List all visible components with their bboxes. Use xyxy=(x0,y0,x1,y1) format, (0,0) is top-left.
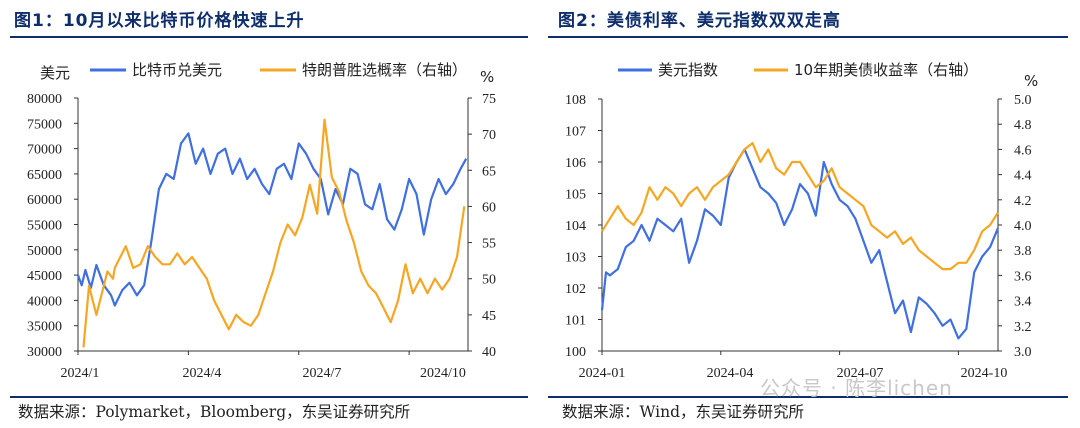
right-tick-label: 60 xyxy=(482,200,496,215)
left-tick-label: 45000 xyxy=(27,269,62,284)
figure-1: 图1：10月以来比特币价格快速上升 30000 35000 40000 45000 50… xyxy=(10,11,528,421)
right-tick-label: 3.8 xyxy=(1014,244,1032,259)
right-tick-label: 40 xyxy=(482,345,496,360)
figure-2: 图2：美债利率、美元指数双双走高 100 101 102 103 104 105 106 10… xyxy=(540,0,1080,428)
figure-1-source: 数据来源：Polymarket，Bloomberg，东吴证券研究所 xyxy=(18,403,411,421)
series-line-0 xyxy=(76,132,468,307)
left-tick-label: 40000 xyxy=(27,294,62,309)
right-tick-label: 3.0 xyxy=(1014,345,1032,360)
left-tick-label: 60000 xyxy=(27,193,62,208)
left-tick-label: 106 xyxy=(565,156,586,171)
series-line-1 xyxy=(601,141,999,271)
x-tick-label: 2024-10 xyxy=(961,366,1008,381)
right-tick-label: 4.8 xyxy=(1014,118,1032,133)
right-tick-label: 4.4 xyxy=(1014,169,1032,184)
legend-label-1: 10年期美债收益率（右轴） xyxy=(794,61,978,79)
right-tick-label: 65 xyxy=(482,164,496,179)
left-tick-label: 104 xyxy=(565,219,586,234)
right-tick-label: 75 xyxy=(482,92,496,107)
left-tick-label: 102 xyxy=(565,282,586,297)
left-tick-label: 105 xyxy=(565,188,586,203)
figure-1-top-rule xyxy=(10,36,528,38)
figure-2-source: 数据来源：Wind，东吴证券研究所 xyxy=(562,403,805,421)
right-tick-label: 3.6 xyxy=(1014,269,1032,284)
right-tick-label: 3.4 xyxy=(1014,295,1032,310)
right-tick-label: 4.6 xyxy=(1014,143,1032,158)
legend-label-0: 比特币兑美元 xyxy=(132,61,222,79)
series-line-0 xyxy=(600,148,1000,340)
right-tick-label: 4.2 xyxy=(1014,194,1032,209)
series-line-1 xyxy=(82,118,466,348)
left-tick-label: 107 xyxy=(565,125,586,140)
figure-1-title: 图1：10月以来比特币价格快速上升 xyxy=(14,11,305,31)
x-tick-label: 2024/4 xyxy=(183,366,222,381)
x-tick-label: 2024-04 xyxy=(707,366,754,381)
x-tick-label: 2024-07 xyxy=(837,366,884,381)
left-tick-label: 65000 xyxy=(27,168,62,183)
right-tick-label: 3.2 xyxy=(1014,320,1032,335)
left-tick-label: 108 xyxy=(565,93,586,108)
left-tick-label: 55000 xyxy=(27,219,62,234)
figure-1-chart: 30000 35000 40000 45000 50000 55000 60000 65000… xyxy=(27,61,496,381)
legend-label-0: 美元指数 xyxy=(658,61,718,79)
right-tick-label: 50 xyxy=(482,273,496,288)
left-tick-label: 100 xyxy=(565,345,586,360)
figure-2-title: 图2：美债利率、美元指数双双走高 xyxy=(558,11,841,31)
right-tick-label: 55 xyxy=(482,237,496,252)
left-tick-label: 35000 xyxy=(27,320,62,335)
y2-axis-unit-label: % xyxy=(480,68,494,86)
figure-1-bottom-rule xyxy=(10,396,528,398)
figure-2-chart: 100 101 102 103 104 105 106 107 108 3.0 3.2 3.4 3.6 3… xyxy=(565,61,1038,381)
x-tick-label: 2024/7 xyxy=(303,366,342,381)
left-tick-label: 30000 xyxy=(27,345,62,360)
left-tick-label: 80000 xyxy=(27,92,62,107)
legend-label-1: 特朗普胜选概率（右轴） xyxy=(302,61,467,79)
figure-2-top-rule xyxy=(548,36,1068,38)
watermark: 公众号 · 陈李lichen xyxy=(760,376,953,400)
x-tick-label: 2024/10 xyxy=(420,366,466,381)
left-tick-label: 50000 xyxy=(27,244,62,259)
y2-axis-unit-label: % xyxy=(1024,72,1038,90)
x-tick-label: 2024/1 xyxy=(61,366,100,381)
x-tick-label: 2024-01 xyxy=(579,366,626,381)
left-tick-label: 70000 xyxy=(27,143,62,158)
left-tick-label: 75000 xyxy=(27,117,62,132)
y-axis-unit-label: 美元 xyxy=(40,64,70,82)
figure-2-bottom-rule xyxy=(548,396,1068,398)
right-tick-label: 5.0 xyxy=(1014,93,1032,108)
left-tick-label: 103 xyxy=(565,251,586,266)
right-tick-label: 70 xyxy=(482,128,496,143)
right-tick-label: 45 xyxy=(482,309,496,324)
left-tick-label: 101 xyxy=(565,314,586,329)
right-tick-label: 4.0 xyxy=(1014,219,1032,234)
